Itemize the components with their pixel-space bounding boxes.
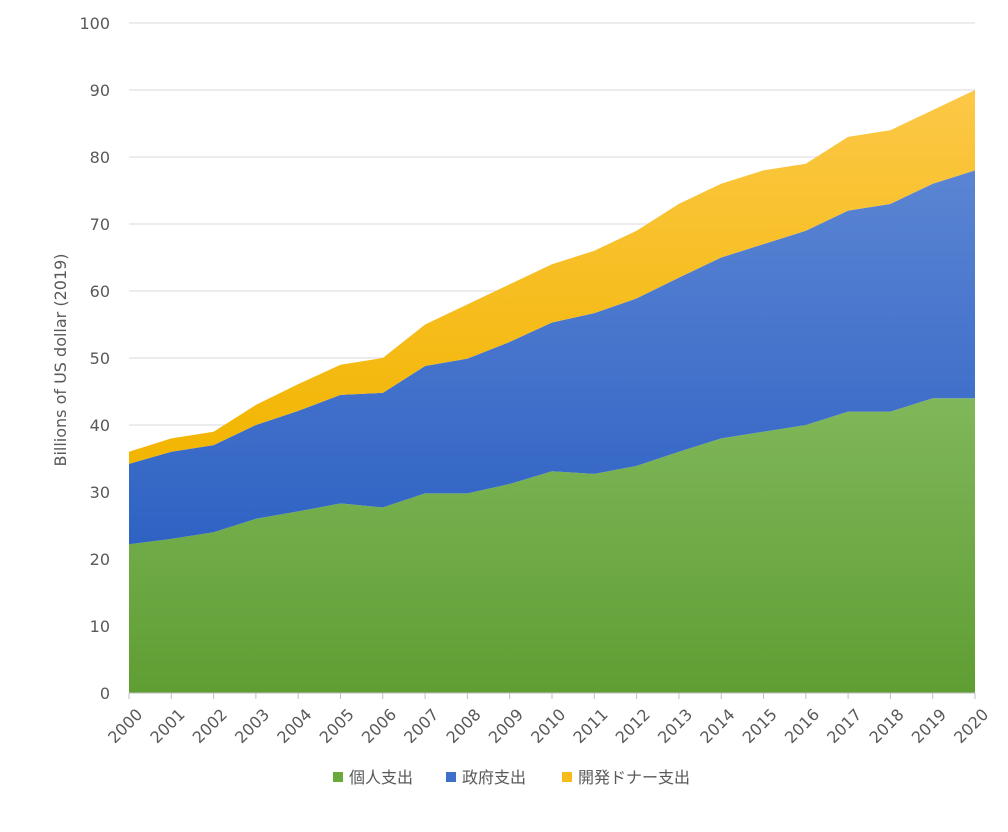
x-tick-label: 2014 xyxy=(696,705,738,747)
area-series-3 xyxy=(129,90,975,464)
y-tick-label: 100 xyxy=(79,14,110,33)
area-series-2 xyxy=(129,170,975,545)
x-tick-label: 2016 xyxy=(781,705,823,747)
legend-swatch xyxy=(333,772,343,782)
x-tick-label: 2004 xyxy=(273,705,315,747)
x-tick-label: 2003 xyxy=(231,705,273,747)
x-tick-label: 2008 xyxy=(442,705,484,747)
x-tick-label: 2012 xyxy=(612,705,654,747)
y-tick-label: 50 xyxy=(90,349,110,368)
legend: 個人支出 政府支出 開発ドナー支出 xyxy=(333,768,690,787)
legend-label: 開発ドナー支出 xyxy=(578,768,690,787)
legend-label: 個人支出 xyxy=(349,768,413,787)
y-axis-title: Billions of US dollar (2019) xyxy=(51,253,70,466)
area-series-1 xyxy=(129,398,975,693)
x-tick-label: 2013 xyxy=(654,705,696,747)
x-tick-label: 2011 xyxy=(569,705,611,747)
x-tick-label: 2006 xyxy=(358,705,400,747)
x-tick-label: 2020 xyxy=(950,705,992,747)
x-tick-label: 2005 xyxy=(316,705,358,747)
legend-item-2: 政府支出 xyxy=(446,768,526,787)
y-tick-label: 60 xyxy=(90,282,110,301)
x-tick-label: 2010 xyxy=(527,705,569,747)
y-tick-label: 70 xyxy=(90,215,110,234)
y-tick-label: 0 xyxy=(100,684,110,703)
x-tick-label: 2018 xyxy=(865,705,907,747)
x-tick-label: 2009 xyxy=(485,705,527,747)
x-tick-label: 2001 xyxy=(146,705,188,747)
y-tick-label: 40 xyxy=(90,416,110,435)
y-tick-label: 30 xyxy=(90,483,110,502)
legend-label: 政府支出 xyxy=(462,768,526,787)
x-tick-label: 2000 xyxy=(104,705,146,747)
plot-area xyxy=(129,90,975,693)
legend-item-3: 開発ドナー支出 xyxy=(562,768,690,787)
x-tick-label: 2002 xyxy=(189,705,231,747)
x-tick-label: 2007 xyxy=(400,705,442,747)
y-tick-label: 80 xyxy=(90,148,110,167)
y-tick-label: 10 xyxy=(90,617,110,636)
x-tick-label: 2015 xyxy=(739,705,781,747)
x-tick-label: 2019 xyxy=(908,705,950,747)
legend-swatch xyxy=(446,772,456,782)
legend-swatch xyxy=(562,772,572,782)
y-tick-label: 90 xyxy=(90,81,110,100)
y-tick-label: 20 xyxy=(90,550,110,569)
legend-item-1: 個人支出 xyxy=(333,768,413,787)
x-tick-label: 2017 xyxy=(823,705,865,747)
